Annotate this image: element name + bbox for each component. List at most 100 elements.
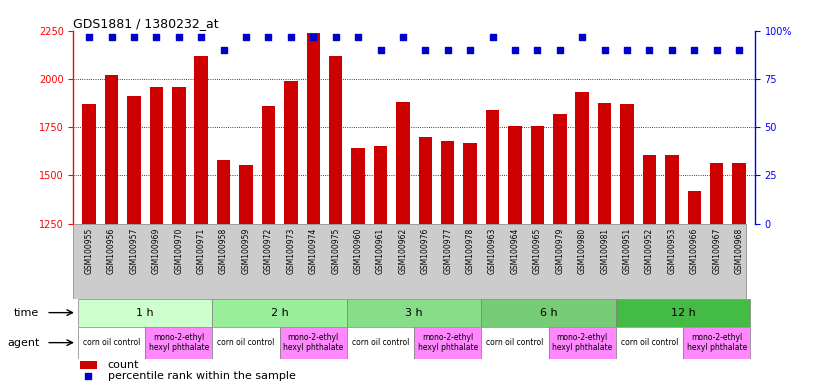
- Text: mono-2-ethyl
hexyl phthalate: mono-2-ethyl hexyl phthalate: [552, 333, 612, 353]
- Bar: [710, 163, 724, 223]
- Bar: [82, 104, 95, 223]
- Bar: [616, 326, 683, 359]
- Text: GSM100961: GSM100961: [376, 227, 385, 274]
- Text: GSM100979: GSM100979: [556, 227, 565, 274]
- Text: GSM100962: GSM100962: [398, 227, 407, 274]
- Text: 12 h: 12 h: [671, 308, 695, 318]
- Text: mono-2-ethyl
hexyl phthalate: mono-2-ethyl hexyl phthalate: [686, 333, 747, 353]
- Bar: [347, 299, 481, 326]
- Text: GSM100974: GSM100974: [308, 227, 317, 274]
- Text: GSM100978: GSM100978: [466, 227, 475, 274]
- Bar: [643, 155, 656, 223]
- Bar: [145, 326, 212, 359]
- Text: corn oil control: corn oil control: [83, 338, 140, 347]
- Point: [419, 47, 432, 53]
- Point: [239, 33, 252, 40]
- Bar: [78, 326, 145, 359]
- Bar: [530, 126, 544, 223]
- Bar: [620, 104, 634, 223]
- Text: GSM100953: GSM100953: [667, 227, 676, 274]
- Point: [733, 47, 746, 53]
- Text: GSM100959: GSM100959: [242, 227, 251, 274]
- Text: GSM100980: GSM100980: [578, 227, 587, 274]
- Text: GSM100967: GSM100967: [712, 227, 721, 274]
- Bar: [212, 326, 280, 359]
- Point: [82, 373, 95, 379]
- Text: GSM100969: GSM100969: [152, 227, 161, 274]
- Bar: [553, 114, 566, 223]
- Text: 1 h: 1 h: [136, 308, 154, 318]
- Point: [262, 33, 275, 40]
- Text: GSM100960: GSM100960: [353, 227, 362, 274]
- Point: [620, 47, 633, 53]
- Bar: [733, 163, 746, 223]
- Bar: [172, 87, 185, 223]
- Point: [576, 33, 589, 40]
- Text: GSM100977: GSM100977: [443, 227, 452, 274]
- Bar: [683, 326, 751, 359]
- Bar: [127, 96, 140, 223]
- Bar: [688, 191, 701, 223]
- Text: corn oil control: corn oil control: [352, 338, 409, 347]
- Bar: [212, 299, 347, 326]
- Point: [329, 33, 342, 40]
- Bar: [352, 148, 365, 223]
- Bar: [481, 299, 616, 326]
- Text: agent: agent: [7, 338, 39, 348]
- Bar: [548, 326, 616, 359]
- Bar: [329, 56, 343, 223]
- Bar: [280, 326, 347, 359]
- Bar: [481, 326, 548, 359]
- Bar: [463, 142, 477, 223]
- Point: [82, 33, 95, 40]
- Point: [105, 33, 118, 40]
- Text: mono-2-ethyl
hexyl phthalate: mono-2-ethyl hexyl phthalate: [418, 333, 478, 353]
- Text: GSM100963: GSM100963: [488, 227, 497, 274]
- Bar: [616, 299, 751, 326]
- Text: GSM100976: GSM100976: [421, 227, 430, 274]
- Text: 2 h: 2 h: [271, 308, 289, 318]
- Text: GSM100972: GSM100972: [264, 227, 273, 274]
- Point: [172, 33, 185, 40]
- Text: GSM100951: GSM100951: [623, 227, 632, 274]
- Text: time: time: [14, 308, 39, 318]
- Point: [531, 47, 544, 53]
- Point: [486, 33, 499, 40]
- Text: GSM100966: GSM100966: [690, 227, 698, 274]
- Text: GSM100973: GSM100973: [286, 227, 295, 274]
- Point: [352, 33, 365, 40]
- Text: mono-2-ethyl
hexyl phthalate: mono-2-ethyl hexyl phthalate: [283, 333, 344, 353]
- Text: percentile rank within the sample: percentile rank within the sample: [108, 371, 295, 381]
- Bar: [374, 146, 388, 223]
- Text: GSM100975: GSM100975: [331, 227, 340, 274]
- Text: corn oil control: corn oil control: [217, 338, 275, 347]
- Bar: [239, 165, 253, 223]
- Bar: [194, 56, 208, 223]
- Point: [508, 47, 521, 53]
- Point: [150, 33, 163, 40]
- Text: corn oil control: corn oil control: [486, 338, 543, 347]
- Text: GDS1881 / 1380232_at: GDS1881 / 1380232_at: [73, 17, 219, 30]
- Point: [643, 47, 656, 53]
- Point: [688, 47, 701, 53]
- Bar: [217, 160, 230, 223]
- Point: [397, 33, 410, 40]
- Text: count: count: [108, 360, 139, 370]
- Text: 6 h: 6 h: [540, 308, 557, 318]
- Bar: [347, 326, 414, 359]
- Bar: [397, 102, 410, 223]
- Bar: [307, 33, 320, 223]
- Bar: [414, 326, 481, 359]
- Point: [598, 47, 611, 53]
- Bar: [80, 361, 97, 369]
- Point: [307, 33, 320, 40]
- Text: GSM100958: GSM100958: [220, 227, 228, 274]
- Bar: [575, 93, 589, 223]
- Point: [374, 47, 387, 53]
- Point: [127, 33, 140, 40]
- Text: GSM100971: GSM100971: [197, 227, 206, 274]
- Text: corn oil control: corn oil control: [621, 338, 678, 347]
- Bar: [104, 75, 118, 223]
- Bar: [598, 103, 611, 223]
- Bar: [441, 141, 455, 223]
